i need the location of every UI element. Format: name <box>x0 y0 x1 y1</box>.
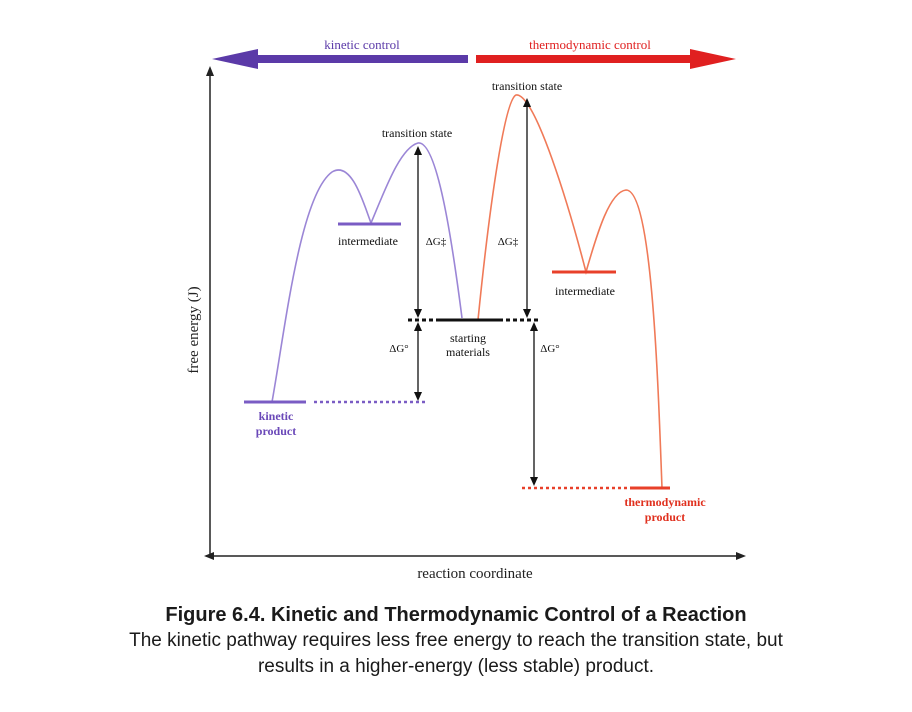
starting-materials-label-line1: starting <box>450 331 486 345</box>
y-axis-label: free energy (J) <box>186 286 202 373</box>
thermo-product-label-line1: thermodynamic <box>624 495 706 509</box>
kinetic-transition-state-label: transition state <box>382 126 452 140</box>
thermo-standard-arrow <box>530 322 538 486</box>
kinetic-activation-arrow <box>414 146 422 318</box>
thermodynamic-control-label: thermodynamic control <box>529 37 651 52</box>
starting-materials-label-line2: materials <box>446 345 490 359</box>
kinetic-control-label: kinetic control <box>324 37 400 52</box>
thermo-activation-energy-label: ΔG‡ <box>498 236 519 248</box>
thermo-standard-energy-label: ΔG° <box>540 343 559 355</box>
figure-caption: Figure 6.4. Kinetic and Thermodynamic Co… <box>0 600 912 680</box>
caption-body-line2: results in a higher-energy (less stable)… <box>257 656 655 677</box>
thermo-intermediate-label: intermediate <box>555 284 615 298</box>
kinetic-intermediate-label: intermediate <box>338 234 398 248</box>
kinetic-activation-energy-label: ΔG‡ <box>426 236 447 248</box>
kinetic-standard-arrow <box>414 322 422 401</box>
thermo-product-label-line2: product <box>645 510 685 524</box>
kinetic-pathway-curve <box>271 142 463 403</box>
thermo-transition-state-label: transition state <box>492 79 562 93</box>
kinetic-product-label-line2: product <box>256 424 296 438</box>
y-axis <box>206 66 214 556</box>
caption-title: Figure 6.4. Kinetic and Thermodynamic Co… <box>165 604 747 626</box>
x-axis-label: reaction coordinate <box>417 566 533 582</box>
thermo-activation-arrow <box>523 98 531 318</box>
x-axis <box>204 552 746 560</box>
kinetic-control-arrow <box>212 49 468 69</box>
kinetic-product-label-line1: kinetic <box>259 409 294 423</box>
energy-diagram: kinetic control thermodynamic control fr… <box>186 37 746 582</box>
caption-body-line1: The kinetic pathway requires less free e… <box>129 630 783 651</box>
kinetic-standard-energy-label: ΔG° <box>389 343 408 355</box>
thermodynamic-control-arrow <box>476 49 736 69</box>
